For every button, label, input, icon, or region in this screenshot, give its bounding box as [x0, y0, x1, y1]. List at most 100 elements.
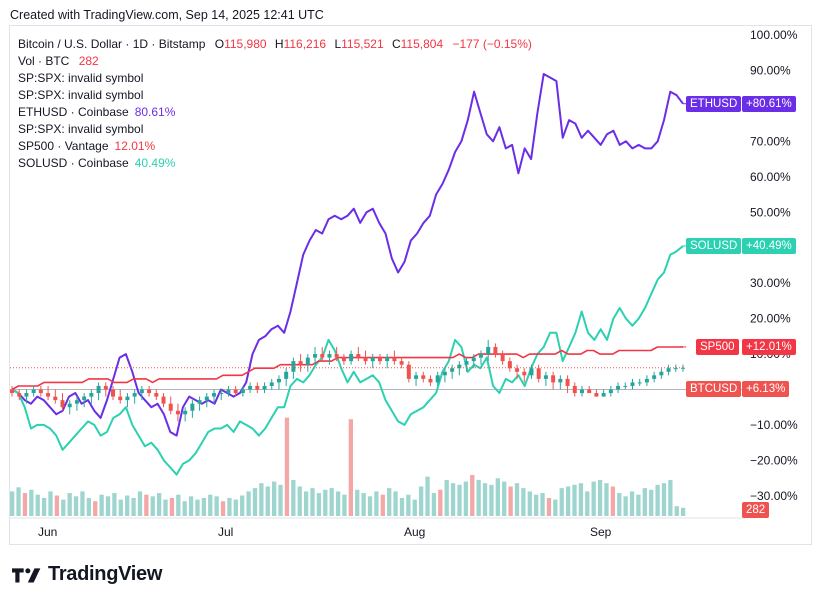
volume-bar	[297, 486, 302, 516]
solusd-name-tag: SOLUSD	[686, 237, 742, 254]
volume-bar	[489, 484, 494, 516]
candle-body	[262, 385, 267, 390]
volume-bar	[86, 497, 91, 516]
tradingview-brand[interactable]: TradingView	[12, 563, 162, 586]
volume-bar	[112, 493, 117, 516]
candle-body	[212, 393, 217, 397]
candle-body	[334, 354, 339, 358]
candle-body	[125, 396, 130, 401]
candle-body	[197, 400, 202, 404]
volume-bar	[361, 493, 366, 516]
volume-bar	[457, 484, 462, 516]
main-symbol-label: Bitcoin / U.S. Dollar · 1D · Bitstamp	[18, 37, 206, 51]
solusd-value-tag: +40.49%	[742, 237, 796, 254]
legend-volume: Vol · BTC 282	[18, 53, 532, 70]
chart-legend: Bitcoin / U.S. Dollar · 1D · Bitstamp O1…	[18, 36, 532, 172]
candle-body	[428, 378, 433, 383]
candle-body	[406, 364, 411, 379]
volume-bar	[310, 488, 315, 516]
x-tick-label: Sep	[590, 525, 612, 539]
volume-value: 282	[78, 54, 99, 68]
volume-bar	[259, 483, 264, 516]
candle-body	[31, 389, 36, 394]
candle-body	[82, 396, 87, 401]
ethusd-name-tag: ETHUSD	[686, 95, 742, 112]
volume-bar	[41, 497, 47, 516]
candle-body	[298, 361, 303, 365]
x-tick-label: Aug	[404, 525, 425, 539]
volume-bar	[565, 486, 571, 516]
ohlc-high: H116,216	[274, 37, 327, 51]
candle-body	[507, 361, 512, 369]
candle-body	[313, 354, 318, 358]
volume-bar	[629, 491, 635, 516]
candle-body	[666, 368, 671, 372]
y-tick-label: −20.00%	[750, 453, 798, 467]
legend-row: SP:SPX: invalid symbol	[18, 122, 144, 136]
volume-bar	[406, 494, 411, 516]
candle-body	[204, 396, 209, 401]
volume-bar	[240, 495, 245, 516]
candle-body	[17, 393, 22, 397]
candle-body	[515, 368, 520, 372]
candle-body	[118, 396, 123, 401]
volume-bar	[316, 493, 322, 516]
volume-bar	[591, 481, 596, 516]
volume-bar	[470, 475, 475, 516]
candle-body	[24, 393, 29, 397]
volume-bar	[99, 494, 104, 516]
candle-body	[478, 354, 483, 358]
volume-bar	[502, 481, 507, 516]
volume-bar	[303, 491, 309, 516]
volume-bar	[105, 496, 111, 516]
ohlc-low: L115,521	[334, 37, 384, 51]
candle-body	[673, 368, 678, 370]
candle-body	[572, 385, 577, 394]
legend-row: SP:SPX: invalid symbol	[18, 71, 144, 85]
volume-bar	[201, 497, 207, 516]
volume-bar	[195, 499, 200, 516]
candle-body	[442, 371, 447, 376]
volume-bar	[220, 501, 226, 516]
volume-bar	[329, 488, 334, 516]
y-tick-label: 50.00%	[750, 205, 791, 219]
volume-bar	[137, 491, 143, 516]
legend-row-solusd: SOLUSD · Coinbase 40.49%	[18, 156, 176, 170]
y-tick-label: 60.00%	[750, 170, 791, 184]
candle-body	[363, 357, 368, 362]
volume-bar	[412, 499, 417, 516]
volume-bar	[125, 495, 130, 516]
series-line-sp500	[11, 346, 684, 391]
volume-bar	[169, 497, 175, 516]
volume-bar	[246, 491, 251, 516]
candle-body	[579, 389, 584, 394]
volume-bar	[418, 486, 424, 516]
ohlc-open: O115,980	[214, 37, 267, 51]
volume-label: Vol · BTC	[18, 54, 70, 68]
candle-body	[161, 396, 166, 404]
volume-bar	[156, 493, 162, 516]
candle-body	[630, 382, 635, 386]
volume-bar	[35, 494, 40, 516]
candle-body	[356, 354, 361, 358]
candle-body	[132, 393, 137, 397]
volume-bar	[335, 491, 341, 516]
candle-body	[305, 357, 310, 365]
volume-bar	[444, 479, 449, 516]
legend-main: Bitcoin / U.S. Dollar · 1D · Bitstamp O1…	[18, 36, 532, 53]
volume-bar	[559, 488, 564, 516]
candle-body	[74, 400, 79, 404]
volume-bar	[681, 507, 686, 516]
candle-body	[644, 378, 649, 383]
volume-bar	[636, 494, 641, 516]
volume-bar	[540, 493, 545, 516]
btcusd-value-tag: +6.13%	[742, 380, 790, 397]
candle-body	[652, 375, 657, 379]
candle-body	[565, 378, 570, 386]
candle-body	[493, 346, 498, 355]
candle-body	[421, 375, 426, 379]
ohlc-change: −177 (−0.15%)	[452, 37, 532, 51]
legend-row-sp500: SP500 · Vantage 12.01%	[18, 139, 156, 153]
volume-bar	[188, 496, 194, 516]
